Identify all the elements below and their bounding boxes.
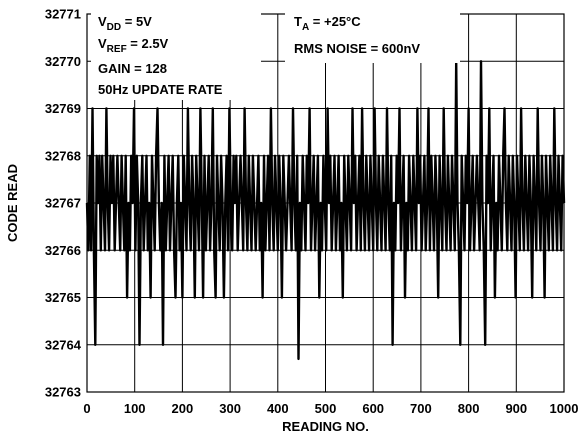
y-tick-label: 32765 xyxy=(45,290,81,305)
vdd-annotation: VDD = 5V xyxy=(98,14,152,33)
y-tick-label: 32768 xyxy=(45,148,81,163)
ta-subscript: A xyxy=(302,22,309,33)
x-tick-label: 200 xyxy=(172,401,194,416)
series-line xyxy=(85,60,566,361)
y-tick-label: 32763 xyxy=(45,385,81,400)
y-tick-label: 32766 xyxy=(45,243,81,258)
y-tick-label: 32764 xyxy=(45,337,82,352)
gain-annotation: GAIN = 128 xyxy=(98,61,167,76)
y-tick-label: 32771 xyxy=(45,7,81,22)
vref-annotation: VREF = 2.5V xyxy=(98,36,169,55)
temperature-annotation: TA = +25°C xyxy=(294,14,361,33)
x-tick-label: 400 xyxy=(267,401,289,416)
x-tick-label: 100 xyxy=(124,401,146,416)
x-tick-label: 500 xyxy=(315,401,337,416)
x-tick-label: 600 xyxy=(362,401,384,416)
y-tick-label: 32767 xyxy=(45,196,81,211)
annotation-box-right xyxy=(285,8,460,63)
ta-symbol: T xyxy=(294,14,302,29)
x-tick-label: 800 xyxy=(458,401,480,416)
vref-subscript: REF xyxy=(107,44,127,55)
vdd-subscript: DD xyxy=(107,22,121,33)
rate-annotation: 50Hz UPDATE RATE xyxy=(98,82,223,97)
y-tick-label: 32769 xyxy=(45,101,81,116)
vdd-value: = 5V xyxy=(121,14,152,29)
x-tick-label: 0 xyxy=(83,401,90,416)
vref-symbol: V xyxy=(98,36,107,51)
y-axis-title: CODE READ xyxy=(5,164,20,242)
x-tick-label: 300 xyxy=(219,401,241,416)
annotation-box-left xyxy=(91,8,261,100)
ta-value: = +25°C xyxy=(309,14,361,29)
vdd-symbol: V xyxy=(98,14,107,29)
x-tick-labels: 0 100 200 300 400 500 600 700 800 900 1000 xyxy=(83,401,578,416)
vref-value: = 2.5V xyxy=(127,36,169,51)
x-tick-label: 1000 xyxy=(550,401,579,416)
y-tick-label: 32770 xyxy=(45,54,81,69)
x-axis-title: READING NO. xyxy=(282,419,369,434)
x-tick-label: 900 xyxy=(505,401,527,416)
y-tick-labels: 32763 32764 32765 32766 32767 32768 32769 32770… xyxy=(45,7,82,400)
rms-noise-annotation: RMS NOISE = 600nV xyxy=(294,41,420,56)
x-tick-label: 700 xyxy=(410,401,432,416)
